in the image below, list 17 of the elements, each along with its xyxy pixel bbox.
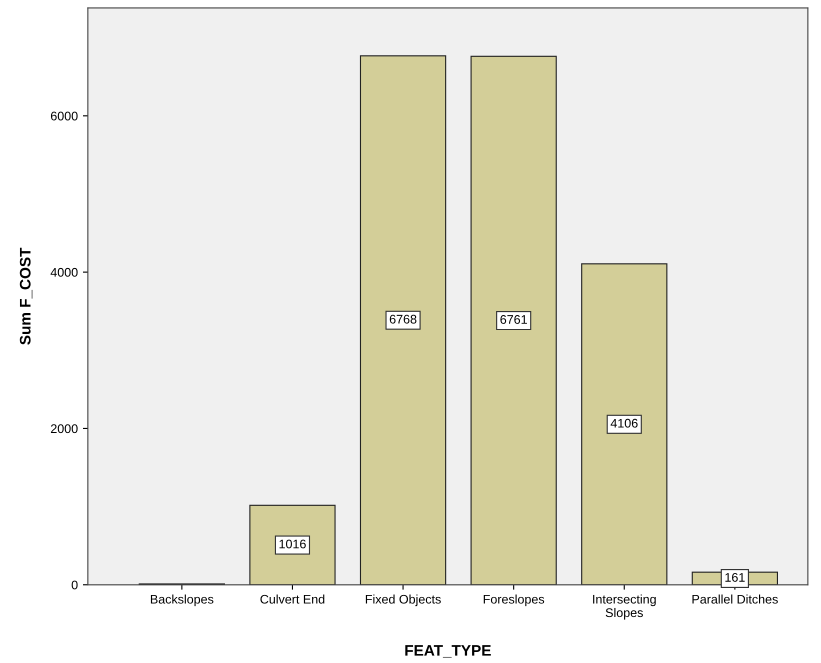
x-tick-label: Intersecting Slopes — [593, 594, 656, 620]
y-tick-label: 2000 — [50, 424, 78, 434]
x-tick-label: Backslopes — [150, 594, 214, 606]
data-label: 6761 — [500, 315, 527, 324]
y-tick-label: 6000 — [50, 112, 78, 120]
x-axis-title: FEAT_TYPE — [405, 645, 491, 658]
y-tick-label: 0 — [72, 580, 78, 590]
y-tick-label: 4000 — [50, 268, 78, 277]
data-label: 1016 — [280, 540, 306, 548]
x-tick-label: Culvert End — [260, 594, 324, 604]
y-axis-title: Sum F_COST — [20, 248, 32, 345]
data-label: 4106 — [610, 418, 638, 428]
x-tick-label: Fixed Objects — [366, 594, 441, 606]
data-label: 6768 — [390, 314, 416, 324]
x-tick-label: Foreslopes — [484, 594, 544, 606]
data-label: 161 — [725, 572, 745, 582]
x-tick-label: Parallel Ditches — [692, 594, 778, 604]
